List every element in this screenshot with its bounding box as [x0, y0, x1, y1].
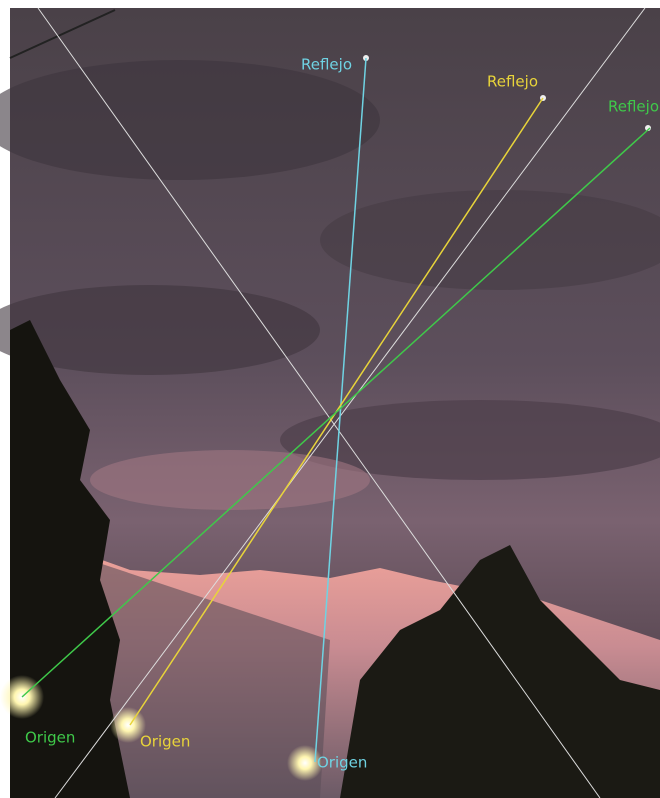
reflection-label: Reflejo — [608, 98, 659, 116]
origin-label: Origen — [25, 729, 75, 747]
origin-label: Origen — [317, 754, 367, 772]
reflection-label: Reflejo — [487, 73, 538, 91]
reflection-label: Reflejo — [301, 56, 352, 74]
page: Reflejo Reflejo Reflejo Origen Origen Or… — [0, 0, 660, 798]
photo-background — [0, 8, 660, 798]
origin-label: Origen — [140, 733, 190, 751]
photo: Reflejo Reflejo Reflejo Origen Origen Or… — [0, 0, 660, 798]
